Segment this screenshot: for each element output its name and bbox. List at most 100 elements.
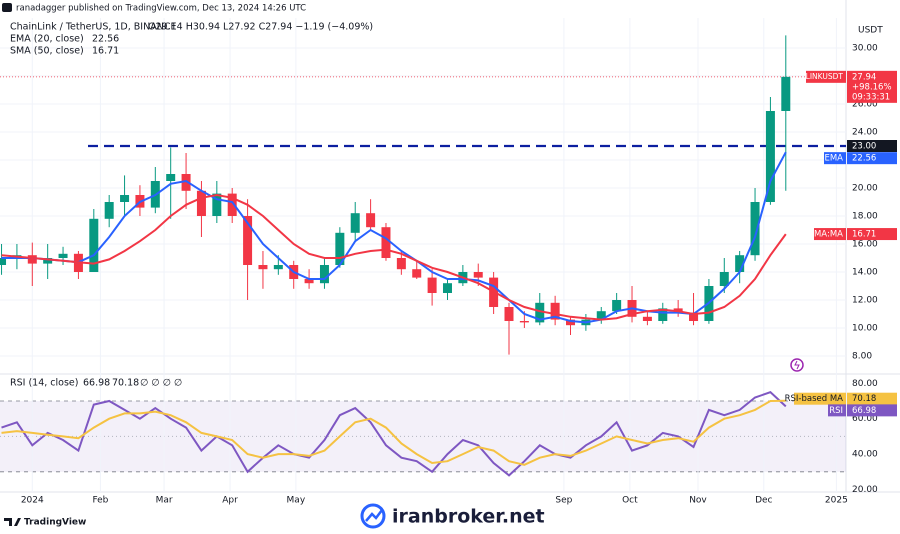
tag-value-box <box>847 152 897 165</box>
y-tick-label: 16.00 <box>852 240 878 250</box>
rsi-tick-label: 40.00 <box>852 450 878 460</box>
candle-body <box>596 311 606 320</box>
tag-value: 16.71 <box>852 230 876 240</box>
candle-body <box>519 321 529 323</box>
y-tick-label: 18.00 <box>852 212 878 222</box>
series-line <box>1 151 787 324</box>
rsi-extra: ∅ ∅ ∅ ∅ <box>140 378 182 389</box>
candle-body <box>658 308 668 321</box>
price-tag-value: 27.94 <box>852 72 876 82</box>
candle-body <box>273 265 283 270</box>
price-tag-change: +98.16% <box>852 82 892 92</box>
tag-value: 70.18 <box>852 394 876 404</box>
candle-body <box>566 319 576 326</box>
candle-body <box>642 316 652 321</box>
candle-body <box>381 227 391 258</box>
candle-body <box>196 190 206 216</box>
candle-body <box>612 300 622 312</box>
candle-body <box>550 302 560 320</box>
candle-body <box>319 265 329 284</box>
x-tick-label: Mar <box>156 496 173 506</box>
candle-body <box>181 174 191 191</box>
y-tick-label: 12.00 <box>852 296 878 306</box>
tag-label: SMA:MA <box>809 230 844 240</box>
tag-value-box <box>847 228 897 241</box>
tag-label: RSI <box>829 406 843 416</box>
tag-label-box <box>828 404 846 417</box>
candle-body <box>765 111 775 202</box>
candle-body <box>473 272 483 278</box>
y-tick-label: 10.00 <box>852 324 878 334</box>
candle-body <box>396 258 406 270</box>
indicator-value: 22.56 <box>92 34 119 45</box>
publisher-line: ranadagger published on TradingView.com,… <box>16 4 306 14</box>
y-tick-label: 24.00 <box>852 128 878 138</box>
y-tick-label: 30.00 <box>852 44 878 54</box>
price-tag-countdown: 09:33:31 <box>852 92 890 102</box>
candle-body <box>104 202 114 219</box>
candle-body <box>335 232 345 265</box>
tag-value-box <box>847 404 897 417</box>
candle-body <box>0 258 7 265</box>
tag-value: 22.56 <box>852 154 876 164</box>
candle-body <box>304 279 314 284</box>
candle-body <box>120 195 130 202</box>
candle-body <box>89 218 99 272</box>
symbol-tag-box <box>806 70 846 83</box>
indicator-value: 16.71 <box>92 46 119 57</box>
candle-body <box>535 302 545 323</box>
y-tick-label: 8.00 <box>852 352 872 362</box>
x-tick-label: Nov <box>689 496 707 506</box>
tag-label-box <box>824 152 846 165</box>
brand: TradingView <box>24 518 86 528</box>
x-tick-label: Sep <box>555 496 572 506</box>
watermark: iranbroker.net <box>392 506 545 528</box>
tag-label: EMA <box>824 154 843 164</box>
brand-logo <box>4 518 21 526</box>
candle-body <box>43 258 53 264</box>
rsi-legend: RSI (14, close) <box>10 378 78 389</box>
indicator-legend: SMA (50, close) <box>10 46 84 57</box>
currency: USDT <box>858 26 883 36</box>
series-line <box>1 193 787 321</box>
candle-body <box>166 174 176 181</box>
candle-body <box>719 272 729 286</box>
candle-body <box>689 312 699 321</box>
candle-body <box>227 193 237 216</box>
candle-body <box>442 283 452 293</box>
y-tick-label: 14.00 <box>852 268 878 278</box>
candle-body <box>366 213 376 228</box>
tag-label: RSI-based MA <box>785 394 844 404</box>
rsi-value: 66.98 <box>83 378 110 389</box>
candle-body <box>258 265 268 270</box>
candle-body <box>243 216 253 265</box>
series-line <box>1 399 786 466</box>
x-tick-label: Apr <box>222 496 238 506</box>
event-icon <box>790 358 804 372</box>
candle-body <box>735 255 745 272</box>
x-tick-label: May <box>287 496 306 506</box>
tag-value: 66.98 <box>852 406 876 416</box>
candle-body <box>427 277 437 293</box>
rsi-tick-label: 60.00 <box>852 414 878 424</box>
symbol-legend: ChainLink / TetherUS, 1D, BINANCE <box>10 22 176 33</box>
level-tag-box <box>847 140 897 152</box>
x-tick-label: Dec <box>755 496 772 506</box>
candle-body <box>781 76 791 111</box>
x-tick-label: Oct <box>622 496 638 506</box>
tag-value-box <box>847 392 897 405</box>
indicator-legend: EMA (20, close) <box>10 34 84 45</box>
candle-body <box>412 269 422 278</box>
candle-body <box>750 202 760 256</box>
symbol-tag: LINKUSDT <box>806 72 844 81</box>
x-tick-label: 2025 <box>825 496 848 506</box>
ohlc-legend: O29.14 H30.94 L27.92 C27.94 −1.19 (−4.09… <box>148 22 373 33</box>
rsi-tick-label: 20.00 <box>852 485 878 495</box>
watermark-icon <box>360 503 386 529</box>
price-tag-box <box>847 70 897 103</box>
level-tag: 23.00 <box>852 142 876 152</box>
tag-label-box <box>794 392 846 405</box>
publisher-logo <box>2 3 12 12</box>
